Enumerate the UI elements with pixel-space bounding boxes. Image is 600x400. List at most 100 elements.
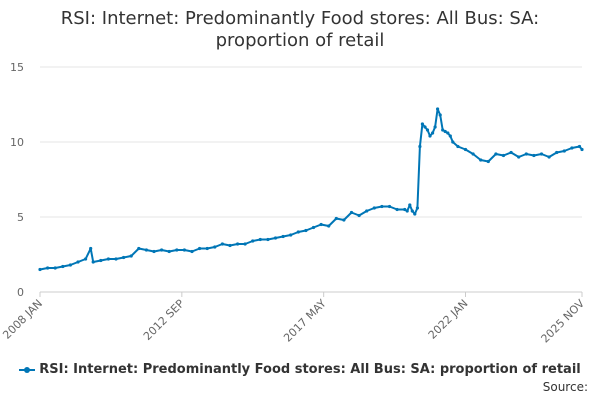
data-point [334, 216, 338, 221]
x-tick-label: 2017 MAY [281, 297, 329, 345]
data-point [425, 128, 430, 132]
data-point [428, 134, 432, 138]
data-point [532, 153, 536, 158]
data-point [451, 140, 455, 144]
data-point [327, 224, 331, 228]
data-point [220, 242, 224, 246]
data-point [91, 260, 95, 264]
data-point [517, 155, 521, 159]
data-point [53, 266, 57, 270]
data-point [61, 264, 65, 269]
data-point [319, 222, 323, 227]
data-point [99, 258, 103, 263]
data-point [570, 146, 574, 150]
data-point [446, 131, 450, 135]
data-point [403, 207, 407, 212]
data-point [408, 203, 412, 207]
data-point [190, 249, 194, 254]
y-tick-label: 5 [17, 211, 24, 224]
data-point [380, 204, 384, 209]
data-point [114, 257, 118, 261]
chart-title-line-2: proportion of retail [215, 30, 385, 51]
x-tick-label: 2008 JAN [0, 297, 45, 342]
data-point [365, 209, 369, 213]
data-point [441, 128, 445, 132]
data-point [443, 129, 447, 134]
data-point [46, 266, 50, 270]
data-point [281, 234, 285, 239]
x-tick-label: 2012 SEP [141, 297, 187, 343]
data-point [167, 249, 171, 254]
data-point [84, 257, 88, 261]
data-point [152, 249, 156, 254]
data-point [456, 144, 460, 149]
data-point [395, 207, 399, 212]
data-point [423, 125, 427, 129]
data-point [258, 237, 262, 242]
data-point [213, 245, 217, 249]
data-point [273, 236, 278, 240]
data-point [509, 150, 513, 155]
data-point [304, 228, 308, 233]
data-point [486, 159, 490, 164]
data-point [311, 225, 316, 230]
data-point [129, 254, 133, 258]
data-point [89, 246, 93, 251]
data-point [410, 209, 414, 213]
data-point [562, 149, 566, 153]
data-point [342, 218, 346, 222]
data-point [413, 212, 417, 216]
data-point [266, 237, 270, 242]
data-point [431, 131, 435, 135]
data-point [433, 125, 437, 129]
data-point [420, 122, 424, 126]
data-point [418, 144, 422, 149]
data-point [372, 206, 376, 210]
data-point [479, 158, 483, 162]
data-point [387, 204, 392, 209]
x-tick-label: 2022 JAN [426, 297, 471, 342]
x-tick-label: 2025 NOV [539, 297, 588, 346]
data-point [76, 260, 80, 264]
legend-label: RSI: Internet: Predominantly Food stores… [39, 362, 581, 377]
data-point [122, 255, 126, 260]
data-point [524, 152, 528, 156]
chart-title-line-1: RSI: Internet: Predominantly Food stores… [60, 8, 540, 29]
data-point [580, 147, 584, 152]
data-point [137, 246, 141, 251]
data-point [243, 242, 247, 246]
data-point [471, 152, 475, 156]
y-tick-label: 0 [17, 286, 24, 299]
data-point [296, 230, 300, 234]
data-point [448, 134, 452, 138]
data-point [198, 246, 202, 251]
data-point [547, 155, 551, 159]
data-point [349, 210, 354, 215]
data-point [289, 233, 293, 237]
data-point [68, 263, 72, 267]
data-point [175, 248, 179, 252]
y-tick-label: 10 [10, 136, 24, 149]
data-point [436, 107, 440, 111]
data-point [415, 206, 419, 210]
data-point [236, 242, 240, 246]
data-point [144, 248, 148, 252]
data-point [38, 267, 42, 272]
source-label: Source: [542, 380, 588, 394]
data-point [205, 246, 209, 251]
data-point [577, 144, 582, 149]
data-point [182, 248, 186, 252]
legend-swatch [19, 365, 36, 375]
series-line [39, 108, 583, 271]
chart-title: RSI: Internet: Predominantly Food stores… [0, 8, 600, 52]
data-point [160, 248, 164, 252]
data-point [438, 113, 442, 117]
data-point [555, 150, 559, 155]
data-point [494, 152, 498, 156]
data-point [539, 152, 544, 156]
legend[interactable]: RSI: Internet: Predominantly Food stores… [0, 362, 600, 377]
data-point [501, 153, 506, 158]
data-point [463, 147, 468, 152]
y-tick-label: 15 [10, 61, 24, 74]
